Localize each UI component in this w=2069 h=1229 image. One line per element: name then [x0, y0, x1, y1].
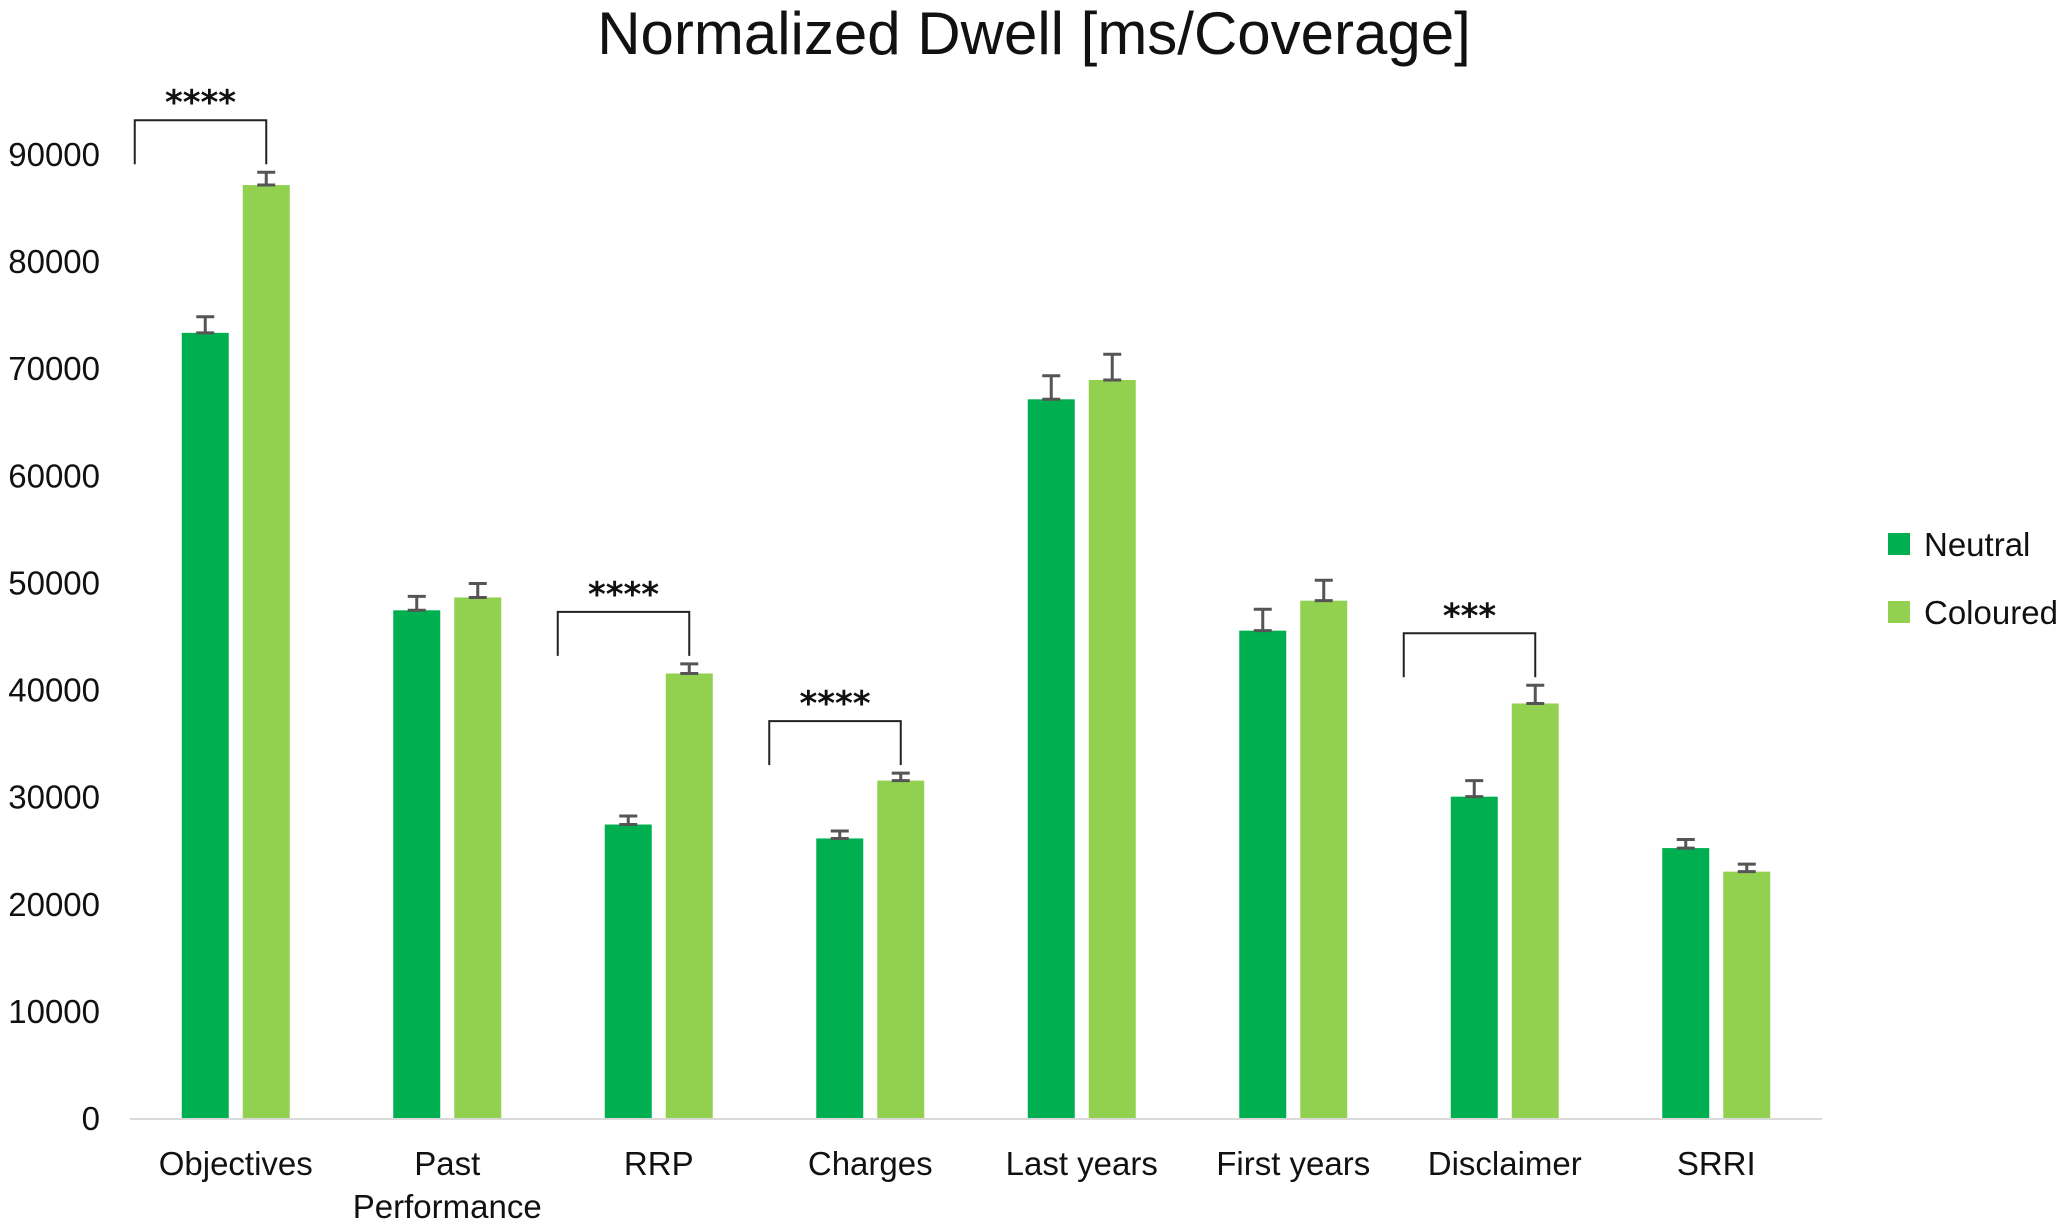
bar-neutral-4: [1027, 399, 1075, 1119]
bar-coloured-3: [877, 780, 925, 1118]
bar-neutral-1: [393, 610, 441, 1118]
significance-bracket: ***: [1402, 596, 1537, 678]
legend: Neutral Coloured: [1888, 526, 2058, 631]
bar-coloured-0: [242, 185, 290, 1118]
y-tick-label: 20000: [8, 886, 100, 923]
legend-swatch: [1888, 601, 1910, 623]
bar-neutral-5: [1239, 630, 1287, 1118]
significance-label: ***: [1443, 596, 1497, 636]
x-tick-label: RRP: [624, 1145, 694, 1182]
bar-neutral-7: [1662, 848, 1710, 1118]
significance-bracket: ****: [133, 83, 268, 165]
x-axis-labels: Objectives Past Performance RRP Charges Last …: [159, 1145, 1756, 1225]
bar-neutral-2: [604, 824, 652, 1118]
x-tick-label: Past Performance: [353, 1145, 542, 1225]
bar-coloured-6: [1511, 703, 1559, 1118]
error-bar-coloured-5: [1314, 578, 1333, 603]
significance-bracket: ****: [556, 575, 691, 656]
error-bar-neutral-3: [830, 829, 849, 840]
y-tick-label: 40000: [8, 672, 100, 709]
error-bar-coloured-3: [891, 771, 910, 783]
y-tick-label: 0: [82, 1100, 100, 1137]
x-tick-label: Objectives: [159, 1145, 313, 1182]
error-bars: [196, 170, 1756, 874]
error-bar-neutral-5: [1253, 607, 1272, 633]
bar-coloured-2: [665, 673, 713, 1118]
error-bar-coloured-1: [468, 582, 487, 599]
significance-bracket: ****: [768, 684, 902, 766]
significance-annotations: ***************: [133, 83, 1537, 766]
error-bar-coloured-0: [257, 170, 276, 187]
bar-coloured-7: [1723, 871, 1771, 1118]
x-tick-label: Charges: [808, 1145, 933, 1182]
chart-title: Normalized Dwell [ms/Coverage]: [597, 0, 1471, 67]
error-bar-neutral-6: [1465, 779, 1484, 799]
bar-neutral-6: [1450, 796, 1498, 1118]
legend-swatch: [1888, 533, 1910, 555]
bar-neutral-3: [816, 838, 864, 1118]
legend-item-coloured: Coloured: [1888, 594, 2058, 631]
significance-label: ****: [799, 684, 870, 724]
y-tick-label: 80000: [8, 243, 100, 280]
legend-label: Neutral: [1924, 526, 2030, 563]
x-tick-label: First years: [1216, 1145, 1370, 1182]
error-bar-neutral-1: [407, 594, 426, 612]
y-tick-label: 50000: [8, 564, 100, 601]
error-bar-neutral-4: [1042, 374, 1061, 401]
error-bar-neutral-2: [619, 814, 638, 827]
error-bar-neutral-7: [1676, 838, 1695, 850]
legend-label: Coloured: [1924, 594, 2058, 631]
y-tick-label: 10000: [8, 993, 100, 1030]
bar-coloured-5: [1300, 600, 1348, 1118]
bars: [181, 185, 1771, 1119]
x-tick-label: SRRI: [1677, 1145, 1756, 1182]
bar-neutral-0: [181, 332, 229, 1118]
error-bar-coloured-6: [1526, 683, 1545, 705]
legend-item-neutral: Neutral: [1888, 526, 2030, 563]
error-bar-neutral-0: [196, 315, 215, 335]
error-bar-coloured-2: [680, 662, 699, 675]
error-bar-coloured-7: [1737, 862, 1756, 874]
y-tick-label: 30000: [8, 779, 100, 816]
x-tick-label: Disclaimer: [1428, 1145, 1582, 1182]
y-tick-label: 90000: [8, 136, 100, 173]
y-tick-label: 60000: [8, 457, 100, 494]
significance-label: ****: [165, 83, 236, 123]
bar-coloured-1: [454, 597, 502, 1118]
y-axis: 0 10000 20000 30000 40000 50000 60000 70000 8000…: [8, 136, 100, 1137]
error-bar-coloured-4: [1103, 352, 1122, 382]
bar-coloured-4: [1088, 380, 1136, 1118]
x-tick-label: Last years: [1006, 1145, 1158, 1182]
y-tick-label: 70000: [8, 350, 100, 387]
significance-label: ****: [588, 575, 659, 615]
